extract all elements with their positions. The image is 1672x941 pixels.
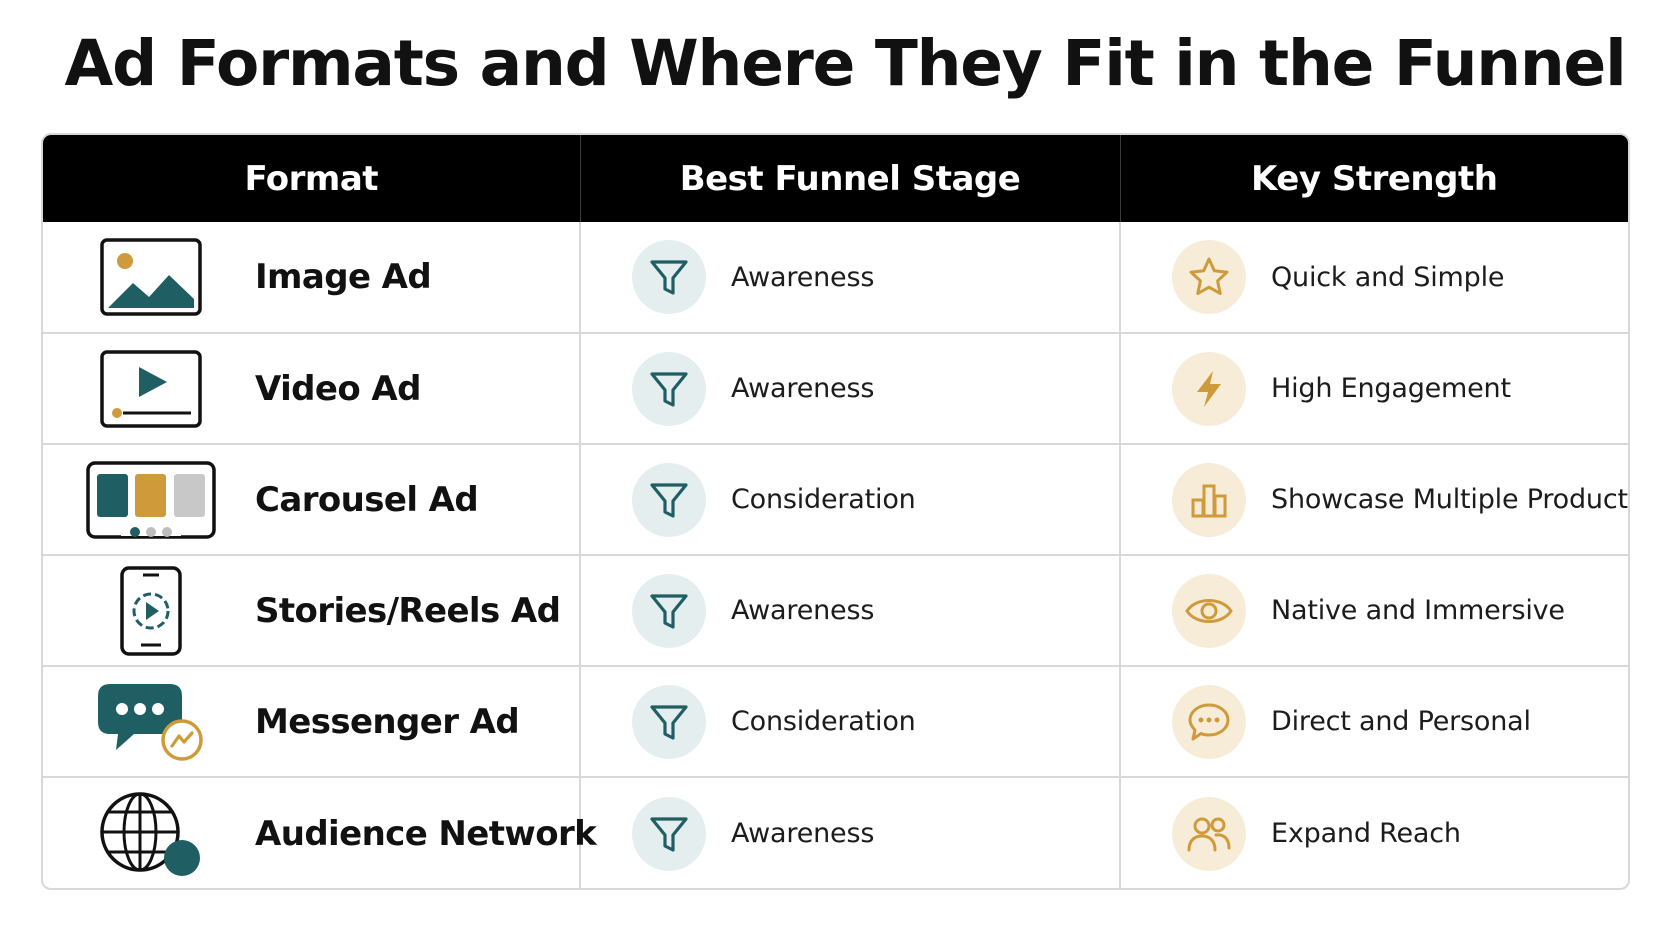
strength-label: Quick and Simple xyxy=(1271,261,1505,293)
format-cell: Carousel Ad xyxy=(43,444,581,556)
ad-formats-table: Format Best Funnel Stage Key Strength Im… xyxy=(41,133,1630,890)
eye-icon xyxy=(1172,573,1246,648)
stage-cell: Awareness xyxy=(580,333,1121,445)
funnel-icon xyxy=(632,684,706,759)
format-label: Image Ad xyxy=(255,257,432,297)
format-label: Carousel Ad xyxy=(255,479,479,520)
strength-cell: High Engagement xyxy=(1120,333,1628,445)
strength-label: Direct and Personal xyxy=(1271,706,1531,737)
phone-play-icon xyxy=(83,565,219,656)
stage-label: Consideration xyxy=(731,484,916,515)
strength-cell: Direct and Personal xyxy=(1120,666,1628,778)
stage-cell: Awareness xyxy=(580,555,1121,667)
people-icon xyxy=(1172,796,1246,871)
format-label: Messenger Ad xyxy=(255,701,520,742)
stage-cell: Awareness xyxy=(580,777,1121,888)
format-cell: Messenger Ad xyxy=(43,666,581,778)
table-row: Video Ad Awareness High Engagement xyxy=(43,333,1628,445)
stage-cell: Awareness xyxy=(580,222,1121,334)
video-icon xyxy=(83,344,219,434)
bar-chart-icon xyxy=(1172,462,1246,537)
strength-label: Expand Reach xyxy=(1271,818,1461,849)
funnel-icon xyxy=(632,462,706,537)
stage-label: Awareness xyxy=(731,261,875,293)
funnel-icon xyxy=(632,240,706,314)
table-row: Image Ad Awareness Quick and Simple xyxy=(43,222,1628,334)
star-icon xyxy=(1172,240,1246,314)
strength-cell: Showcase Multiple Products xyxy=(1120,444,1630,556)
globe-icon xyxy=(83,789,219,879)
stage-label: Awareness xyxy=(731,818,875,849)
stage-label: Awareness xyxy=(731,595,875,626)
messenger-icon xyxy=(83,677,219,767)
stage-cell: Consideration xyxy=(580,444,1121,556)
format-cell: Image Ad xyxy=(43,222,581,334)
table: Format Best Funnel Stage Key Strength Im… xyxy=(43,135,1630,888)
strength-cell: Quick and Simple xyxy=(1120,222,1628,334)
table-header-row: Format Best Funnel Stage Key Strength xyxy=(43,135,1628,222)
table-row: Stories/Reels Ad Awareness Nati xyxy=(43,555,1628,667)
chat-bubble-icon xyxy=(1172,684,1246,759)
table-row: Audience Network Awareness xyxy=(43,777,1628,888)
format-cell: Video Ad xyxy=(43,333,581,445)
page-title: Ad Formats and Where They Fit in the Fun… xyxy=(64,27,1627,100)
strength-label: Showcase Multiple Products xyxy=(1271,484,1630,515)
stage-label: Awareness xyxy=(731,373,875,404)
strength-label: High Engagement xyxy=(1271,373,1511,404)
table-row: Carousel Ad Consideration xyxy=(43,444,1630,556)
carousel-icon xyxy=(83,455,219,545)
strength-cell: Expand Reach xyxy=(1120,777,1628,888)
funnel-icon xyxy=(632,351,706,426)
format-cell: Audience Network xyxy=(43,777,597,888)
funnel-icon xyxy=(632,796,706,871)
stage-label: Consideration xyxy=(731,706,916,737)
column-header-stage: Best Funnel Stage xyxy=(580,135,1121,222)
lightning-icon xyxy=(1172,351,1246,426)
format-label: Audience Network xyxy=(255,813,597,854)
format-label: Stories/Reels Ad xyxy=(255,590,561,631)
stage-cell: Consideration xyxy=(580,666,1121,778)
strength-cell: Native and Immersive xyxy=(1120,555,1628,667)
strength-label: Native and Immersive xyxy=(1271,595,1565,626)
image-icon xyxy=(83,232,219,322)
column-header-format: Format xyxy=(43,135,581,222)
table-row: Messenger Ad Consideration xyxy=(43,666,1628,778)
column-header-strength: Key Strength xyxy=(1120,135,1628,222)
format-cell: Stories/Reels Ad xyxy=(43,555,581,667)
funnel-icon xyxy=(632,573,706,648)
format-label: Video Ad xyxy=(255,368,421,409)
